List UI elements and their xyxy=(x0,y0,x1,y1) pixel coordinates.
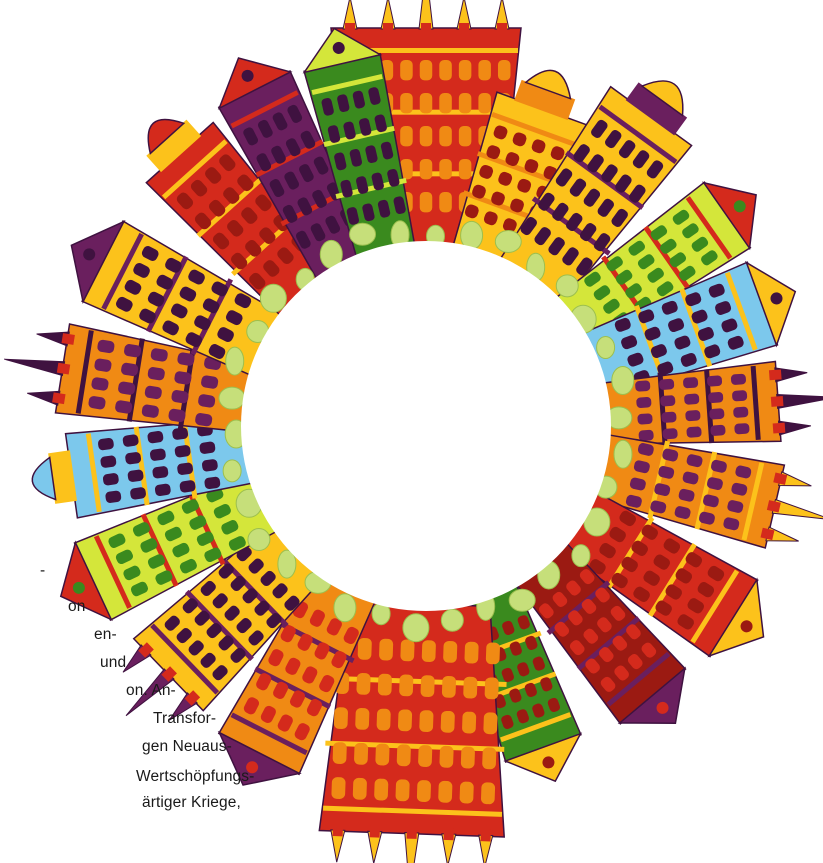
tree xyxy=(611,365,635,395)
tree xyxy=(508,588,536,612)
tree xyxy=(571,544,591,568)
building-18 xyxy=(145,118,334,318)
building-14 xyxy=(59,470,280,622)
tree xyxy=(596,336,616,360)
tree xyxy=(494,230,522,254)
building-9 xyxy=(514,540,687,725)
building-2 xyxy=(452,69,588,273)
tree xyxy=(555,274,579,298)
tree xyxy=(247,528,271,552)
tree xyxy=(613,439,633,469)
tree xyxy=(218,386,246,410)
center-hole xyxy=(241,241,611,611)
tree xyxy=(402,613,430,643)
tree xyxy=(225,346,245,376)
tree xyxy=(259,283,287,313)
building-11 xyxy=(318,600,507,863)
building-19 xyxy=(217,57,374,283)
building-15 xyxy=(31,417,256,519)
tree xyxy=(277,549,297,579)
building-17 xyxy=(70,219,284,377)
building-12 xyxy=(217,568,377,786)
building-7 xyxy=(591,433,823,549)
building-5 xyxy=(580,260,797,398)
building-3 xyxy=(498,80,693,306)
tree xyxy=(333,593,357,623)
building-13 xyxy=(122,521,326,721)
building-8 xyxy=(557,490,765,658)
tree xyxy=(440,608,464,632)
tree xyxy=(222,459,242,483)
building-6 xyxy=(600,360,823,447)
tree xyxy=(349,222,377,246)
